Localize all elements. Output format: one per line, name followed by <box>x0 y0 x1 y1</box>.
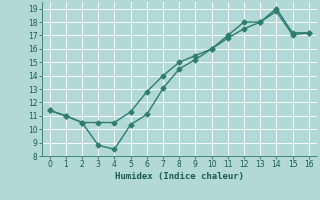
X-axis label: Humidex (Indice chaleur): Humidex (Indice chaleur) <box>115 172 244 181</box>
